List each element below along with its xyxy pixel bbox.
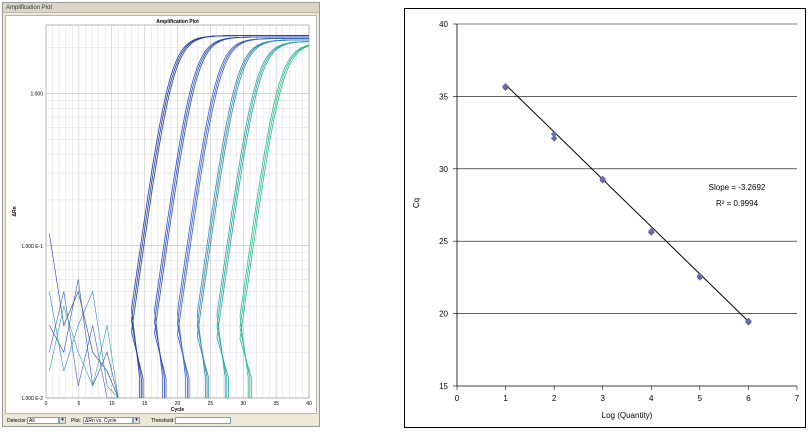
- plot-dropdown-icon[interactable]: ▾: [133, 417, 140, 424]
- amplification-plot-area[interactable]: Amplification Plot 1.000 E-2 1.000 E-1 1.00…: [5, 15, 317, 414]
- x-axis-label: Log (Quantity): [602, 411, 653, 420]
- amp-x-tick-label: 25: [208, 401, 214, 407]
- detector-dropdown-icon[interactable]: ▾: [59, 417, 66, 424]
- plot-label: Plot:: [71, 418, 82, 424]
- noise-trace: [49, 279, 119, 399]
- x-tick-label: 4: [649, 394, 654, 403]
- threshold-input[interactable]: [175, 417, 231, 424]
- y-tick-label: 15: [439, 382, 448, 391]
- y-axis-label: Cq: [412, 198, 421, 208]
- x-tick-label: 0: [455, 394, 460, 403]
- noise-trace: [49, 290, 119, 399]
- trendline: [505, 84, 749, 322]
- amp-y-tick-label: 1.000: [30, 92, 43, 98]
- amplification-curve: [131, 35, 309, 398]
- data-point: [550, 130, 558, 138]
- noise-trace: [49, 233, 119, 399]
- data-point: [648, 227, 655, 235]
- amp-x-label: Cycle: [171, 407, 185, 413]
- amplification-curve: [216, 41, 310, 398]
- amplification-curve: [154, 36, 309, 398]
- standard-curve-chart: 15 20 25 30 35 40 0 1 2 3 4 5 6 7 Log (Quantity) Cq Slop…: [404, 8, 806, 428]
- detector-label: Detector:: [7, 418, 28, 424]
- slope-annotation: Slope = -3.2692: [709, 183, 766, 192]
- amplification-plot-svg: Amplification Plot 1.000 E-2 1.000 E-1 1.00…: [12, 19, 312, 413]
- standard-curve-svg: 15 20 25 30 35 40 0 1 2 3 4 5 6 7 Log (Quantity) Cq Slop…: [412, 20, 800, 420]
- noise-trace: [49, 291, 119, 399]
- amp-gridlines: [45, 25, 310, 399]
- amplification-curve: [177, 38, 309, 398]
- amp-title: Amplification Plot: [156, 19, 199, 25]
- data-point: [696, 272, 704, 280]
- data-point: [745, 317, 752, 325]
- y-tick-label: 20: [439, 310, 448, 319]
- amplification-curve: [239, 44, 310, 398]
- detector-select[interactable]: All: [27, 417, 59, 424]
- amplification-curve: [239, 45, 310, 398]
- amp-x-tick-label: 5: [77, 401, 80, 407]
- amp-x-tick-label: 20: [175, 401, 181, 407]
- x-tick-label: 5: [698, 394, 703, 403]
- y-tick-label: 35: [439, 92, 448, 101]
- x-tick-label: 3: [600, 394, 605, 403]
- amp-noise: [49, 233, 119, 399]
- amp-y-tick-label: 1.000 E-1: [21, 244, 43, 250]
- amplification-curve: [196, 39, 309, 398]
- y-tick-label: 40: [439, 20, 448, 29]
- amp-x-tick-label: 40: [306, 401, 312, 407]
- r2-annotation: R² = 0.9994: [716, 199, 759, 208]
- amplification-curve: [239, 45, 310, 398]
- y-tick-label: 25: [439, 237, 448, 246]
- threshold-label: Threshold:: [151, 418, 175, 424]
- amp-x-tick-label: 35: [273, 401, 279, 407]
- amp-x-tick-label: 30: [240, 401, 246, 407]
- plot-controls: Detector: All ▾ Plot: ΔRn vs. Cycle ▾ Th…: [5, 416, 317, 426]
- amp-y-label: ΔRn: [12, 206, 18, 216]
- amp-x-tick-label: 10: [109, 401, 115, 407]
- x-tick-label: 6: [746, 394, 751, 403]
- plot-select[interactable]: ΔRn vs. Cycle: [83, 417, 133, 424]
- amp-x-tick-label: 15: [142, 401, 148, 407]
- y-tick-label: 30: [439, 165, 448, 174]
- data-point: [599, 175, 606, 183]
- x-tick-label: 1: [503, 394, 508, 403]
- data-point: [550, 135, 558, 142]
- window-title: Amplification Plot: [3, 3, 319, 13]
- noise-trace: [49, 305, 119, 399]
- amplification-plot-window: Amplification Plot Amplification Plot 1.0…: [2, 2, 320, 427]
- x-tick-label: 2: [552, 394, 557, 403]
- amp-x-tick-label: 0: [45, 401, 48, 407]
- data-point: [502, 82, 509, 90]
- amp-curves: [131, 35, 310, 398]
- amp-y-tick-label: 1.000 E-2: [21, 396, 43, 402]
- x-tick-label: 7: [795, 394, 800, 403]
